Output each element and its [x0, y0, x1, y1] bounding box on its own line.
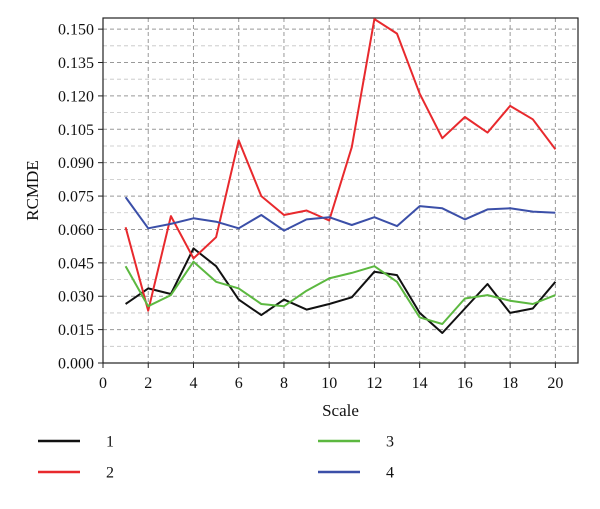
- y-tick-label: 0.015: [58, 322, 94, 339]
- grid-layer: [103, 18, 578, 363]
- x-tick-label: 2: [144, 375, 152, 392]
- series-line-2: [124, 18, 557, 312]
- y-tick-label: 0.030: [58, 289, 94, 306]
- legend-item-1: 1: [38, 434, 114, 451]
- y-tick-label: 0.090: [58, 155, 94, 172]
- x-tick-label: 14: [412, 375, 428, 392]
- x-tick-label: 0: [99, 375, 107, 392]
- y-tick-label: 0.105: [58, 122, 94, 139]
- plot-area-frame: [102, 17, 579, 364]
- legend-item-2: 2: [38, 465, 114, 482]
- y-tick-label: 0.045: [58, 255, 94, 272]
- x-tick-label: 20: [547, 375, 563, 392]
- x-tick-label: 4: [189, 375, 197, 392]
- x-tick-label: 6: [235, 375, 243, 392]
- x-tick-label: 8: [280, 375, 288, 392]
- x-tick-label: 12: [366, 375, 382, 392]
- series-line-4: [124, 196, 556, 232]
- series-layer: [124, 18, 557, 334]
- legend-item-4: 4: [318, 465, 394, 482]
- series-line-3: [124, 260, 556, 325]
- y-tick-label: 0.135: [58, 55, 94, 72]
- x-tick-label: 16: [457, 375, 473, 392]
- x-tick-label: 18: [502, 375, 518, 392]
- tick-layer: 0.000 0.015 0.030 0.045 0.060 0.075 0.090 0.105…: [58, 22, 563, 392]
- y-tick-label: 0.075: [58, 189, 94, 206]
- legend-label: 2: [106, 465, 114, 482]
- legend-label: 3: [386, 434, 394, 451]
- y-tick-label: 0.120: [58, 88, 94, 105]
- legend-label: 1: [106, 434, 114, 451]
- y-tick-label: 0.060: [58, 222, 94, 239]
- legend-item-3: 3: [318, 434, 394, 451]
- y-tick-label: 0.150: [58, 22, 94, 39]
- x-tick-label: 10: [321, 375, 337, 392]
- legend-label: 4: [386, 465, 394, 482]
- x-axis-label: Scale: [322, 401, 359, 420]
- y-tick-label: 0.000: [58, 356, 94, 373]
- y-axis-label: RCMDE: [23, 160, 42, 220]
- legend: 1 2 3 4: [38, 434, 394, 482]
- series-line-1: [125, 247, 557, 334]
